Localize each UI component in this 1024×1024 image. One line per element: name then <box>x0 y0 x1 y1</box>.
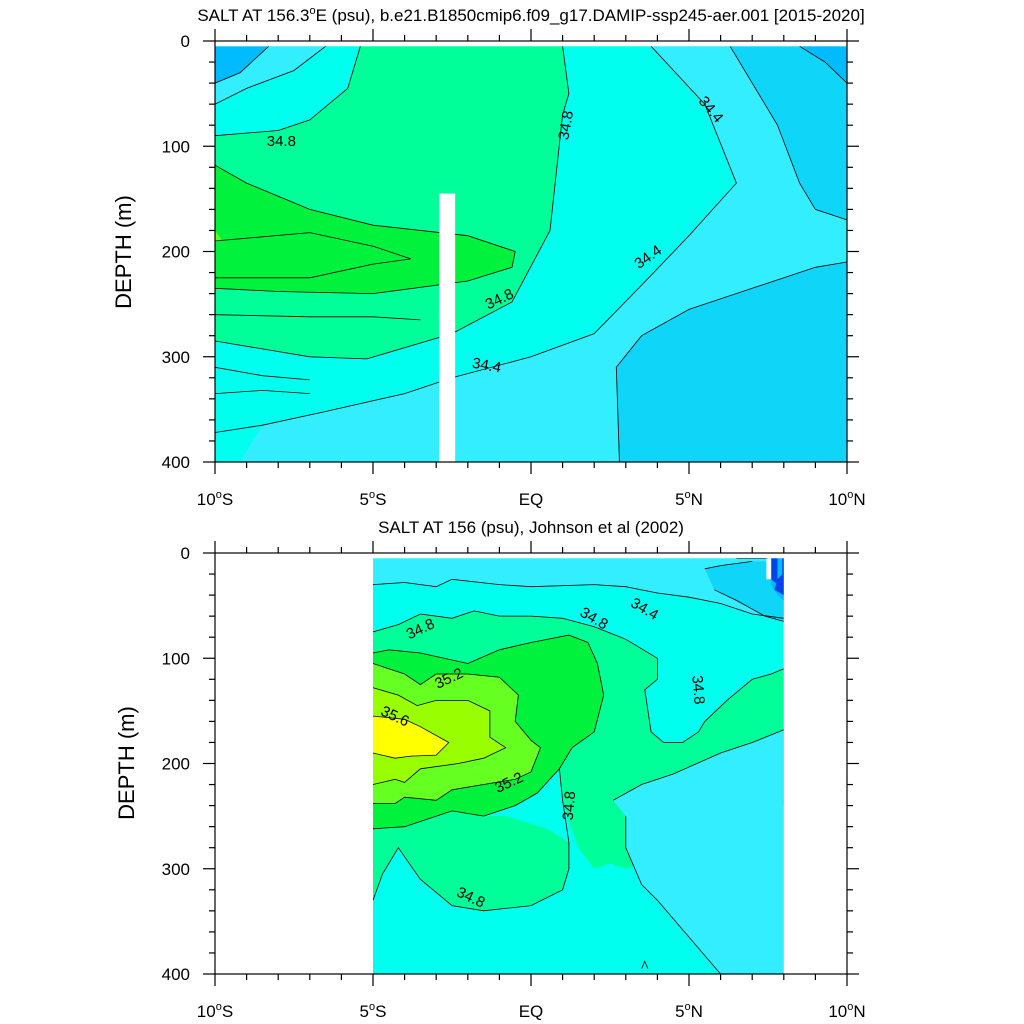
y-tick-label: 200 <box>162 755 190 774</box>
x-tick-label: 5oN <box>675 1001 703 1021</box>
y-tick-label: 0 <box>181 32 190 51</box>
y-tick-label: 300 <box>162 860 190 879</box>
filled-region-s35_8 <box>774 558 784 596</box>
contour-line <box>215 314 421 321</box>
contour-line <box>215 46 269 84</box>
x-tick-label: EQ <box>519 1002 544 1021</box>
y-tick-label: 300 <box>162 348 190 367</box>
contour-label: 34.8 <box>688 675 707 706</box>
filled-region-s34_2 <box>730 46 847 220</box>
contour-line <box>215 46 570 360</box>
x-tick-label: 5oS <box>360 1001 387 1021</box>
x-tick-label: 10oN <box>828 489 865 509</box>
contour-label: 34.8 <box>267 133 296 150</box>
contour-line <box>373 634 605 830</box>
x-tick-label: 10oS <box>197 1001 233 1021</box>
contour-line <box>215 46 361 137</box>
filled-region-s34_4 <box>613 729 784 974</box>
filled-region-s34_2 <box>704 561 784 622</box>
model-plot-area: 34.834.8 34.434.434.834.4010020030040010o… <box>162 29 866 509</box>
x-tick-label: 5oN <box>675 489 703 509</box>
contour-line <box>625 816 721 974</box>
contour-line <box>373 687 507 785</box>
model-salinity-panel: SALT AT 156.3oE (psu), b.e21.B1850cmip6.… <box>111 5 866 509</box>
contour-line <box>373 610 784 743</box>
contour-line <box>714 589 784 622</box>
contour-line <box>373 768 570 912</box>
y-tick-label: 100 <box>162 649 190 668</box>
contour-line <box>613 729 784 801</box>
contour-line <box>215 45 326 105</box>
contour-line <box>729 46 847 221</box>
y-tick-label: 200 <box>162 243 190 262</box>
contour-field: 34.834.8 34.434.434.834.4 <box>215 41 847 462</box>
filled-region-s34_6 <box>215 46 737 462</box>
contour-line <box>215 366 310 381</box>
y-tick-label: 400 <box>162 453 190 472</box>
contour-field: 34.8 34.8 34.435.235.635.234.834.834.8 <box>373 558 784 974</box>
model-panel-ylabel: DEPTH (m) <box>111 195 136 309</box>
filled-region-s34_3 <box>799 46 847 84</box>
missing-data-region <box>215 41 847 47</box>
contour-line <box>641 960 649 969</box>
contour-label: 34.8 <box>555 109 577 141</box>
x-tick-label: 10oS <box>197 489 233 509</box>
johnson-panel-ylabel: DEPTH (m) <box>114 706 139 820</box>
filled-region-s34_8 <box>373 810 569 911</box>
contour-line <box>373 578 784 619</box>
filled-region-s35_8 <box>771 558 778 585</box>
x-tick-label: 5oS <box>360 489 387 509</box>
filled-region-s34_4 <box>373 558 784 619</box>
contour-label: 34.8 <box>560 790 579 821</box>
johnson-plot-area: 34.8 34.8 34.435.235.635.234.834.834.80100… <box>162 541 866 1021</box>
filled-region-s34_2 <box>616 262 847 462</box>
x-tick-label: 10oN <box>828 1001 865 1021</box>
contour-line <box>704 561 753 570</box>
y-tick-label: 0 <box>181 544 190 563</box>
johnson-panel-title: SALT AT 156 (psu), Johnson et al (2002) <box>378 518 684 537</box>
contour-line <box>373 663 541 804</box>
filled-region-s35_6 <box>373 716 449 759</box>
contour-label: 34.4 <box>471 355 503 377</box>
johnson-salinity-panel: SALT AT 156 (psu), Johnson et al (2002) … <box>114 518 866 1021</box>
filled-region-s34_6 <box>215 46 361 136</box>
contour-line <box>799 45 847 84</box>
filled-region-s35_2 <box>215 230 222 244</box>
contour-line <box>373 715 450 759</box>
contour-line <box>215 164 516 295</box>
y-tick-label: 100 <box>162 137 190 156</box>
model-panel-title: SALT AT 156.3oE (psu), b.e21.B1850cmip6.… <box>197 5 864 25</box>
contour-line <box>215 46 737 433</box>
filled-region-s34_3 <box>215 46 269 84</box>
missing-data-region <box>439 193 456 462</box>
y-tick-label: 400 <box>162 965 190 984</box>
contour-line <box>215 232 412 279</box>
contour-line <box>215 389 310 394</box>
missing-data-region <box>766 558 772 580</box>
contour-line <box>615 261 847 462</box>
x-tick-label: EQ <box>519 490 544 509</box>
